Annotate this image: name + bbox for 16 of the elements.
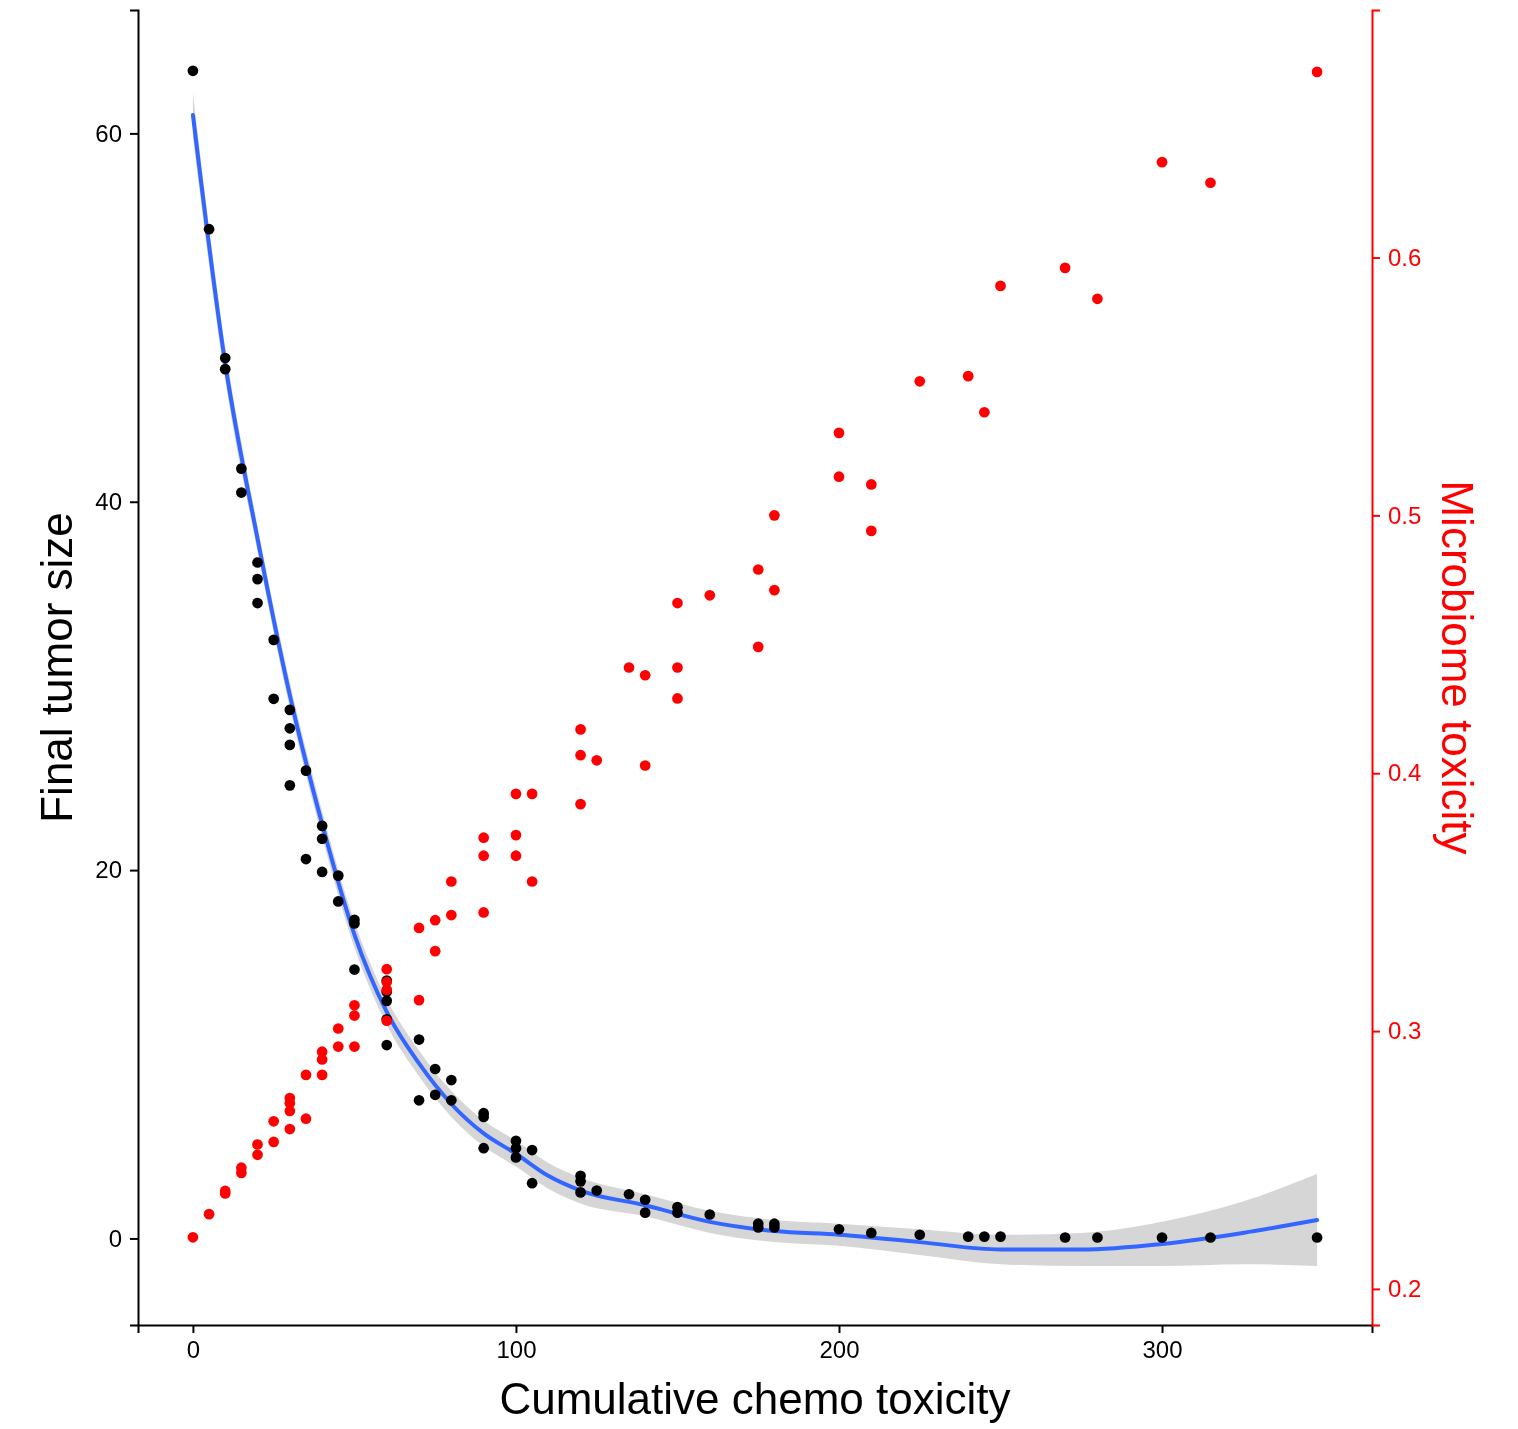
y-tick-label: 40: [95, 487, 122, 515]
x-tick-label: 0: [186, 1336, 201, 1364]
y-tick-label: 0: [108, 1224, 122, 1252]
y2-tick-label: 0.4: [1388, 759, 1422, 787]
y-tick-label: 60: [95, 119, 122, 147]
x-tick-label: 100: [496, 1336, 537, 1364]
y2-axis-title: Microbiome toxicity: [1433, 480, 1482, 855]
x-tick-label: 200: [819, 1336, 860, 1364]
y-tick-label: 20: [95, 856, 122, 884]
y2-tick-label: 0.5: [1388, 501, 1422, 529]
y2-tick-label: 0.6: [1388, 243, 1422, 271]
x-axis-title: Cumulative chemo toxicity: [499, 1374, 1011, 1423]
y2-tick-label: 0.2: [1388, 1275, 1422, 1303]
y-axis-title: Final tumor size: [32, 512, 81, 823]
x-tick-label: 300: [1142, 1336, 1183, 1364]
y2-tick-label: 0.3: [1388, 1017, 1422, 1045]
